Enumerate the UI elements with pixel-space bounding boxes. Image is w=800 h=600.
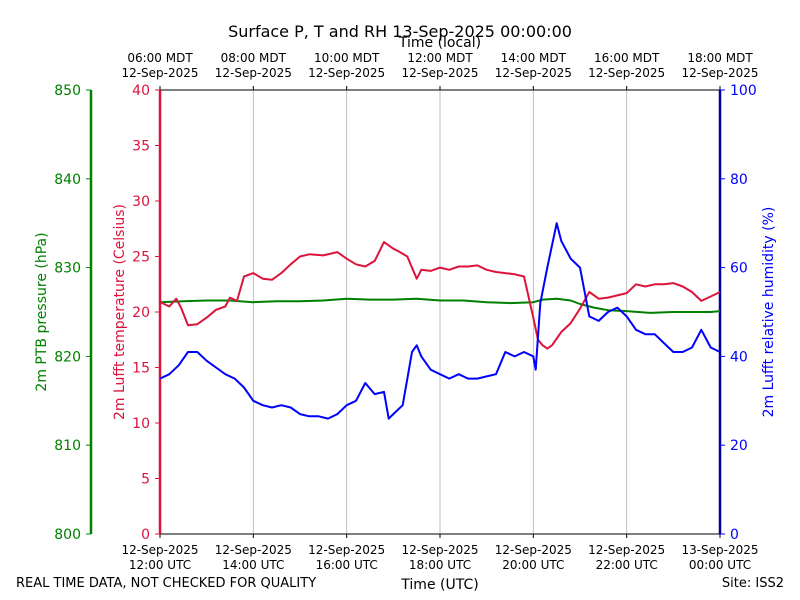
x-tick-label-bottom-time: 14:00 UTC: [222, 558, 284, 572]
x-tick-label-top-date: 12-Sep-2025: [215, 66, 292, 80]
x-tick-label-top-date: 12-Sep-2025: [495, 66, 572, 80]
pressure-tick-label: 810: [54, 438, 81, 454]
temperature-tick-label: 0: [141, 527, 150, 543]
x-tick-label-top-date: 12-Sep-2025: [681, 66, 758, 80]
x-axis-label-bottom: Time (UTC): [400, 577, 478, 593]
temperature-tick-label: 15: [132, 361, 150, 377]
temperature-tick-label: 20: [132, 305, 150, 321]
x-tick-label-top-date: 12-Sep-2025: [121, 66, 198, 80]
x-tick-label-top-time: 08:00 MDT: [221, 51, 287, 65]
humidity-tick-label: 20: [730, 438, 748, 454]
x-tick-label-bottom-time: 00:00 UTC: [689, 558, 751, 572]
temperature-axis-label: 2m Lufft temperature (Celsius): [112, 204, 128, 420]
x-tick-label-bottom-date: 12-Sep-2025: [308, 543, 385, 557]
x-tick-label-bottom-date: 12-Sep-2025: [215, 543, 292, 557]
pressure-tick-label: 840: [54, 172, 81, 188]
site-label: Site: ISS2: [721, 576, 784, 591]
x-tick-label-bottom-time: 22:00 UTC: [596, 558, 658, 572]
x-tick-label-top-date: 12-Sep-2025: [588, 66, 665, 80]
pressure-axis-label: 2m PTB pressure (hPa): [34, 232, 50, 391]
quality-disclaimer: REAL TIME DATA, NOT CHECKED FOR QUALITY: [16, 576, 317, 591]
humidity-tick-label: 100: [730, 83, 757, 99]
x-tick-label-bottom-time: 20:00 UTC: [502, 558, 564, 572]
temperature-tick-label: 25: [132, 250, 150, 266]
x-tick-label-bottom-date: 12-Sep-2025: [495, 543, 572, 557]
pressure-tick-label: 830: [54, 261, 81, 277]
x-tick-label-bottom-date: 13-Sep-2025: [681, 543, 758, 557]
x-tick-label-top-time: 16:00 MDT: [594, 51, 660, 65]
x-tick-label-bottom-time: 12:00 UTC: [129, 558, 191, 572]
humidity-tick-label: 0: [730, 527, 739, 543]
x-tick-label-top-time: 14:00 MDT: [501, 51, 567, 65]
temperature-tick-label: 40: [132, 83, 150, 99]
x-tick-label-top-date: 12-Sep-2025: [401, 66, 478, 80]
x-tick-label-bottom-date: 12-Sep-2025: [121, 543, 198, 557]
series-line-humidity: [159, 222, 721, 420]
temperature-tick-label: 30: [132, 194, 150, 210]
x-tick-label-bottom-date: 12-Sep-2025: [401, 543, 478, 557]
x-tick-label-bottom-time: 18:00 UTC: [409, 558, 471, 572]
chart-title: Surface P, T and RH 13-Sep-2025 00:00:00: [228, 22, 572, 41]
humidity-tick-label: 80: [730, 172, 748, 188]
x-axis-label-top: Time (local): [398, 35, 481, 51]
x-tick-label-bottom-date: 12-Sep-2025: [588, 543, 665, 557]
x-tick-label-top-date: 12-Sep-2025: [308, 66, 385, 80]
x-tick-label-bottom-time: 16:00 UTC: [316, 558, 378, 572]
x-tick-label-top-time: 10:00 MDT: [314, 51, 380, 65]
vertical-gridlines: [252, 90, 628, 534]
humidity-axis-label: 2m Lufft relative humidity (%): [761, 207, 777, 418]
x-tick-label-top-time: 06:00 MDT: [127, 51, 193, 65]
temperature-tick-label: 35: [132, 139, 150, 155]
x-tick-label-top-time: 12:00 MDT: [407, 51, 473, 65]
pressure-tick-label: 820: [54, 349, 81, 365]
x-tick-label-top-time: 18:00 MDT: [687, 51, 753, 65]
pressure-tick-label: 850: [54, 83, 81, 99]
series-line-pressure: [159, 297, 721, 314]
humidity-tick-label: 60: [730, 261, 748, 277]
humidity-tick-label: 40: [730, 349, 748, 365]
temperature-tick-label: 10: [132, 416, 150, 432]
series-line-temperature: [159, 241, 721, 350]
temperature-tick-label: 5: [141, 472, 150, 488]
data-series: [159, 222, 721, 420]
pressure-tick-label: 800: [54, 527, 81, 543]
